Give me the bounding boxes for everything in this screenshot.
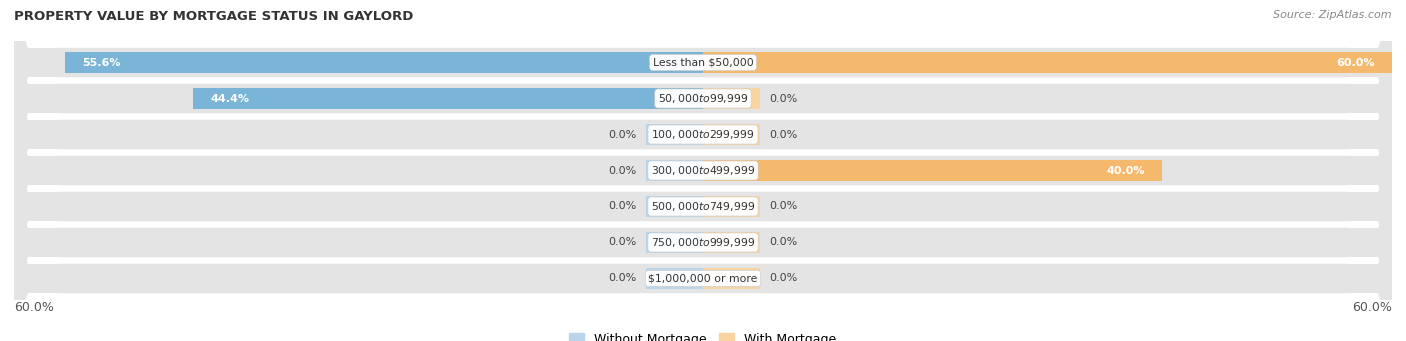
Text: $750,000 to $999,999: $750,000 to $999,999 xyxy=(651,236,755,249)
Text: 0.0%: 0.0% xyxy=(769,273,797,283)
FancyBboxPatch shape xyxy=(14,149,1392,341)
Bar xyxy=(14,48,1392,77)
Bar xyxy=(14,120,1392,149)
Text: 0.0%: 0.0% xyxy=(609,130,637,139)
Bar xyxy=(645,268,703,289)
Text: 60.0%: 60.0% xyxy=(14,301,53,314)
Bar xyxy=(14,264,1392,293)
FancyBboxPatch shape xyxy=(14,5,1392,264)
Text: 0.0%: 0.0% xyxy=(769,93,797,104)
Bar xyxy=(193,88,703,109)
Bar xyxy=(703,52,1392,73)
FancyBboxPatch shape xyxy=(14,77,1392,336)
Bar xyxy=(703,160,1163,181)
Text: 0.0%: 0.0% xyxy=(769,130,797,139)
Text: 40.0%: 40.0% xyxy=(1107,165,1144,176)
Bar xyxy=(14,228,1392,257)
Text: 0.0%: 0.0% xyxy=(769,237,797,248)
FancyBboxPatch shape xyxy=(14,0,1392,228)
Text: Less than $50,000: Less than $50,000 xyxy=(652,58,754,68)
Bar xyxy=(703,88,761,109)
FancyBboxPatch shape xyxy=(14,41,1392,300)
Text: 55.6%: 55.6% xyxy=(82,58,121,68)
Text: $50,000 to $99,999: $50,000 to $99,999 xyxy=(658,92,748,105)
Text: 0.0%: 0.0% xyxy=(609,273,637,283)
Text: 60.0%: 60.0% xyxy=(1353,301,1392,314)
Bar xyxy=(14,84,1392,113)
Bar xyxy=(645,196,703,217)
Bar xyxy=(703,124,761,145)
Bar xyxy=(645,124,703,145)
FancyBboxPatch shape xyxy=(14,113,1392,341)
Text: 60.0%: 60.0% xyxy=(1336,58,1375,68)
Text: 0.0%: 0.0% xyxy=(609,202,637,211)
Text: 0.0%: 0.0% xyxy=(609,237,637,248)
Bar xyxy=(65,52,703,73)
Bar xyxy=(703,268,761,289)
Text: $1,000,000 or more: $1,000,000 or more xyxy=(648,273,758,283)
Text: $500,000 to $749,999: $500,000 to $749,999 xyxy=(651,200,755,213)
Text: 44.4%: 44.4% xyxy=(211,93,249,104)
Text: $100,000 to $299,999: $100,000 to $299,999 xyxy=(651,128,755,141)
Bar xyxy=(703,196,761,217)
Legend: Without Mortgage, With Mortgage: Without Mortgage, With Mortgage xyxy=(564,328,842,341)
FancyBboxPatch shape xyxy=(14,0,1392,192)
Bar xyxy=(14,192,1392,221)
Text: 0.0%: 0.0% xyxy=(609,165,637,176)
Bar xyxy=(645,160,703,181)
Text: Source: ZipAtlas.com: Source: ZipAtlas.com xyxy=(1274,10,1392,20)
Bar xyxy=(14,156,1392,185)
Bar xyxy=(703,232,761,253)
Text: PROPERTY VALUE BY MORTGAGE STATUS IN GAYLORD: PROPERTY VALUE BY MORTGAGE STATUS IN GAY… xyxy=(14,10,413,23)
Text: 0.0%: 0.0% xyxy=(769,202,797,211)
Bar xyxy=(645,232,703,253)
Text: $300,000 to $499,999: $300,000 to $499,999 xyxy=(651,164,755,177)
